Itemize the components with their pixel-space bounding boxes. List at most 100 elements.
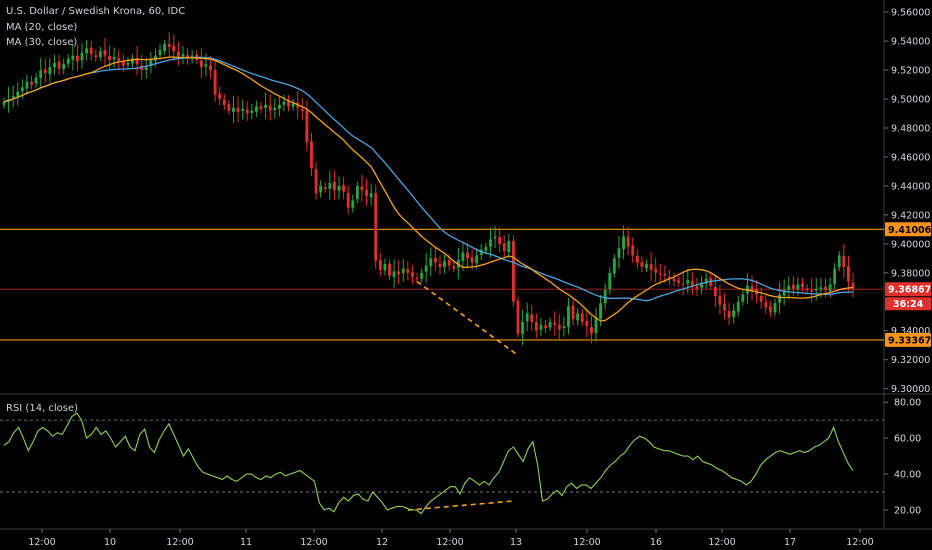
candle-body [516,300,520,334]
candle-body [406,269,410,273]
time-tick-label: 11 [240,537,252,548]
candle-body [158,49,162,56]
candle-body [612,258,616,274]
candle-body [199,60,203,68]
candle-body [686,280,690,284]
price-tick-label: 9.50000 [891,95,930,106]
candle-body [103,50,107,56]
candle-body [392,271,396,277]
candle-body [741,294,745,302]
candle-body [264,104,268,109]
candle-body [144,67,148,71]
candle-body [241,109,245,111]
candle-body [337,185,341,191]
candle-body [57,61,61,69]
candle-body [85,48,89,54]
candle-body [342,185,346,192]
candle-body [346,192,350,208]
price-trendline [416,280,519,356]
candle-body [511,240,515,302]
candle-body [713,286,717,296]
candle-body [690,281,694,286]
candle-body [126,62,130,65]
candle-body [268,105,272,111]
candle-body [25,81,29,89]
candle-body [149,59,153,67]
time-tick-label: 12:00 [300,537,327,548]
price-tick-label: 9.44000 [891,181,930,192]
candle-body [502,243,506,252]
price-tick-label: 9.40000 [891,239,930,250]
candle-body [842,256,846,268]
candle-body [594,317,598,334]
rsi-tick-label: 20.00 [894,506,921,517]
candle-body [76,55,79,62]
candle-body [323,187,327,189]
candle-body [443,261,446,268]
candle-body [750,286,754,291]
price-tick-label: 9.56000 [891,8,930,19]
candle-body [53,62,56,68]
candle-body [539,324,543,330]
candle-body [2,101,6,105]
candle-body [30,81,33,85]
candle-body [369,193,373,198]
candle-body [810,290,814,292]
candle-body [626,236,630,247]
candle-body [388,263,391,276]
candle-body [135,57,139,65]
price-tick-label: 9.48000 [891,123,930,134]
candle-body [695,285,699,289]
candle-body [837,255,841,268]
rsi-line [3,412,854,515]
candle-body [530,314,534,323]
candle-body [305,110,309,143]
candle-body [833,268,837,285]
rsi-pane [0,412,884,515]
candle-body [62,64,66,70]
candle-body [801,283,804,288]
candle-body [736,301,740,312]
time-tick-label: 12:00 [166,537,193,548]
candle-body [209,65,212,71]
rsi-tick-label: 80.00 [894,398,921,409]
candle-body [383,264,387,271]
trendlines [407,280,519,511]
candle-body [319,185,323,193]
candle-body [470,257,474,263]
current-price-tag: 9.36867 [888,285,931,296]
candle-body [378,260,382,270]
level-tag-upper: 9.41006 [888,225,932,236]
candle-body [411,272,414,278]
candle-body [218,93,222,100]
candle-body [507,240,511,253]
candle-body [571,305,575,320]
candle-body [466,252,469,259]
candle-body [608,272,612,290]
candle-body [154,55,157,61]
candle-body [98,51,102,58]
price-tick-label: 9.46000 [891,152,930,163]
candle-body [631,245,635,256]
candle-body [805,288,809,291]
time-tick-label: 17 [784,537,796,548]
price-tick-label: 9.52000 [891,66,930,77]
candle-body [245,109,249,114]
candle-body [553,323,557,325]
candle-body [617,248,621,258]
candle-body [117,58,121,62]
candle-body [498,237,502,244]
price-tick-label: 9.54000 [891,37,930,48]
candle-body [645,264,648,269]
legend-ma30: MA (30, close) [6,37,77,48]
legend-ma20: MA (20, close) [6,22,77,33]
candle-body [649,264,653,270]
candle-body [493,236,497,239]
rsi-label: RSI (14, close) [6,403,78,414]
candles [2,31,855,346]
candle-body [429,258,433,267]
candle-body [787,285,791,291]
candle-body [718,295,722,305]
candle-body [172,45,176,52]
candle-body [424,265,428,272]
